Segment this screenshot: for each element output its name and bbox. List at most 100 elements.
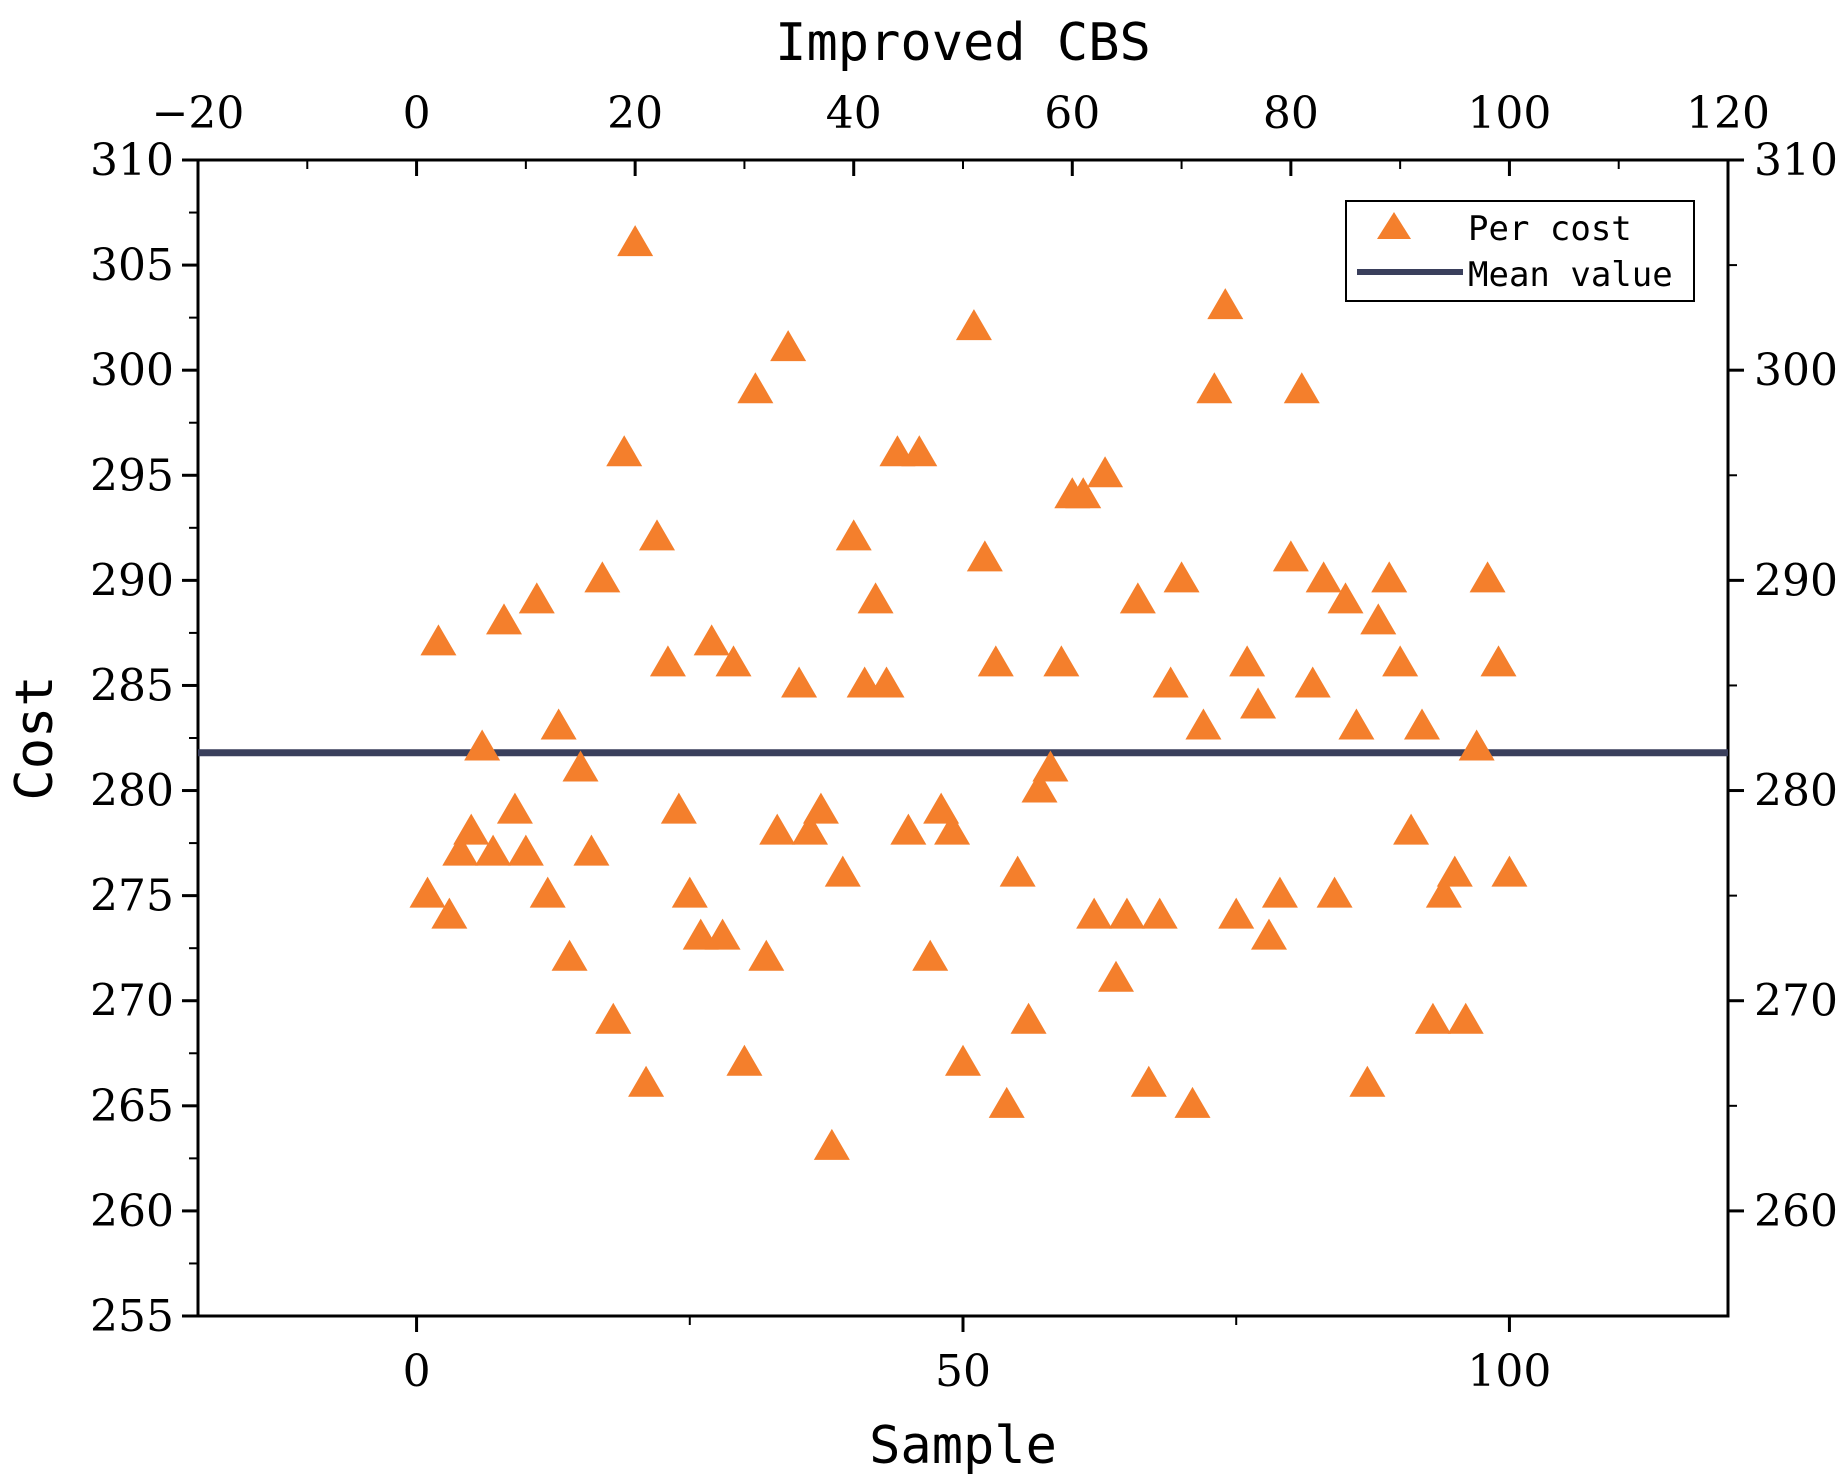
y-tick-label: 285	[90, 660, 174, 711]
data-point-triangle	[1043, 645, 1080, 677]
legend: Per cost Mean value	[1345, 200, 1695, 302]
y-tick-label: 255	[90, 1291, 174, 1342]
data-point-triangle	[704, 918, 741, 950]
data-point-triangle	[802, 792, 839, 824]
data-point-triangle	[1327, 582, 1364, 614]
data-point-triangle	[1393, 813, 1430, 845]
data-point-triangle	[715, 645, 752, 677]
data-point-triangle	[1261, 876, 1298, 908]
data-point-triangle	[660, 792, 697, 824]
data-point-triangle	[573, 834, 610, 866]
data-point-triangle	[431, 897, 468, 929]
data-point-triangle	[1065, 477, 1102, 509]
y-tick-label-right: 290	[1754, 555, 1838, 606]
data-point-triangle	[671, 876, 708, 908]
data-point-triangle	[1163, 561, 1200, 593]
data-point-triangle	[1185, 708, 1222, 740]
data-point-triangle	[1349, 1065, 1386, 1097]
data-point-triangle	[1032, 750, 1069, 782]
data-point-triangle	[1447, 1002, 1484, 1034]
data-point-triangle	[1240, 687, 1277, 719]
data-point-triangle	[988, 1086, 1025, 1118]
y-axis-label: Cost	[5, 675, 65, 800]
y-tick-label: 310	[90, 135, 174, 186]
data-point-triangle	[901, 435, 938, 467]
data-point-triangle	[781, 666, 818, 698]
data-point-triangle	[1229, 645, 1266, 677]
data-point-triangle	[1382, 645, 1419, 677]
data-point-triangle	[955, 309, 992, 341]
legend-triangle-icon	[1377, 212, 1411, 239]
data-point-triangle	[562, 750, 599, 782]
data-point-triangle	[496, 792, 533, 824]
data-point-triangle	[977, 645, 1014, 677]
data-point-triangle	[1414, 1002, 1451, 1034]
y-tick-label: 305	[90, 240, 174, 291]
data-points	[409, 225, 1528, 1160]
data-point-triangle	[1480, 645, 1517, 677]
data-point-triangle	[540, 708, 577, 740]
data-point-triangle	[857, 582, 894, 614]
data-point-triangle	[1087, 456, 1124, 488]
data-point-triangle	[529, 876, 566, 908]
data-point-triangle	[551, 939, 588, 971]
data-point-triangle	[518, 582, 555, 614]
data-point-triangle	[442, 834, 479, 866]
y-tick-label: 270	[90, 976, 174, 1027]
data-point-triangle	[835, 519, 872, 551]
data-point-triangle	[1425, 876, 1462, 908]
data-point-triangle	[770, 330, 807, 362]
data-point-triangle	[868, 666, 905, 698]
data-point-triangle	[1469, 561, 1506, 593]
data-point-triangle	[409, 876, 446, 908]
x-tick-label-bottom: 100	[1467, 1346, 1551, 1397]
data-point-triangle	[1458, 729, 1495, 761]
data-point-triangle	[1294, 666, 1331, 698]
data-point-triangle	[420, 624, 457, 656]
x-tick-label-bottom: 50	[935, 1346, 991, 1397]
data-point-triangle	[464, 729, 501, 761]
y-tick-label: 280	[90, 766, 174, 817]
x-tick-label-top: −20	[152, 88, 245, 139]
y-tick-label-right: 270	[1754, 976, 1838, 1027]
data-point-triangle	[1152, 666, 1189, 698]
y-tick-label: 275	[90, 871, 174, 922]
data-point-triangle	[999, 855, 1036, 887]
x-tick-label-top: 60	[1044, 88, 1100, 139]
y-tick-label-right: 310	[1754, 135, 1838, 186]
data-point-triangle	[759, 813, 796, 845]
data-point-triangle	[1010, 1002, 1047, 1034]
x-tick-label-top: 120	[1686, 88, 1770, 139]
data-point-triangle	[1141, 897, 1178, 929]
data-point-triangle	[507, 834, 544, 866]
legend-entry-mean-value: Mean value	[1468, 255, 1673, 295]
data-point-triangle	[628, 1065, 665, 1097]
data-point-triangle	[1218, 897, 1255, 929]
x-tick-label-top: 100	[1467, 88, 1551, 139]
y-tick-label: 295	[90, 450, 174, 501]
data-point-triangle	[1316, 876, 1353, 908]
y-tick-label-right: 260	[1754, 1186, 1838, 1237]
data-point-triangle	[1021, 771, 1058, 803]
x-tick-label-top: 20	[607, 88, 663, 139]
data-point-triangle	[1360, 603, 1397, 635]
data-point-triangle	[595, 1002, 632, 1034]
data-point-triangle	[890, 813, 927, 845]
x-axis-label: Sample	[869, 1416, 1057, 1476]
data-point-triangle	[1371, 561, 1408, 593]
data-point-triangle	[1272, 540, 1309, 572]
x-tick-label-top: 0	[403, 88, 431, 139]
axis-tick-labels: 255 260 265 270 275 280 285 290 295 300 305 310 260 2…	[90, 88, 1838, 1397]
y-tick-label: 300	[90, 345, 174, 396]
data-point-triangle	[912, 939, 949, 971]
data-point-triangle	[934, 813, 971, 845]
data-point-triangle	[1283, 372, 1320, 404]
data-point-triangle	[737, 372, 774, 404]
x-tick-label-top: 80	[1263, 88, 1319, 139]
data-point-triangle	[693, 624, 730, 656]
data-point-triangle	[1108, 897, 1145, 929]
data-point-triangle	[748, 939, 785, 971]
chart-title: Improved CBS	[775, 13, 1151, 73]
y-tick-label-right: 300	[1754, 345, 1838, 396]
